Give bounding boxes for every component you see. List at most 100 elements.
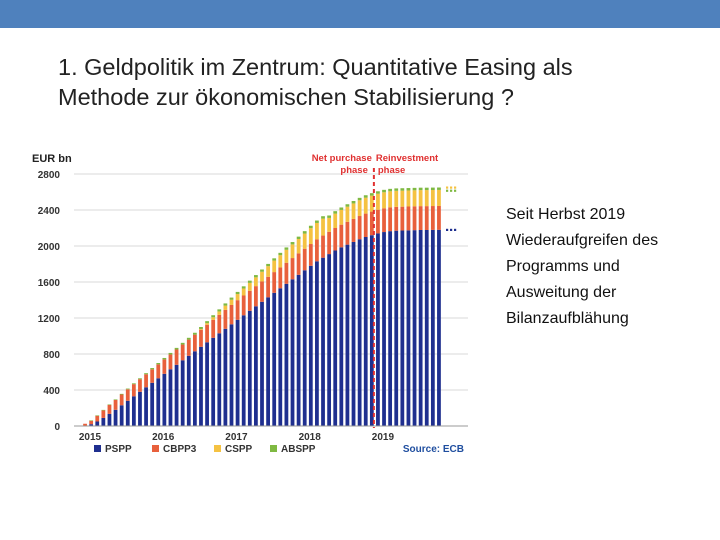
bar-segment-cbpp3 (260, 281, 264, 302)
bar-segment-cbpp3 (412, 206, 417, 231)
slide-title-line-2: Methode zur ökonomischen Stabilisierung … (58, 84, 514, 110)
bar-segment-abspp (168, 352, 173, 355)
bar-segment-abspp (333, 211, 338, 214)
bar-segment-cspp (430, 190, 435, 207)
bar-segment-pspp (382, 232, 386, 426)
side-text-block: Seit Herbst 2019 Wiederaufgreifen des Pr… (506, 202, 706, 332)
bar-segment-pspp (131, 396, 136, 426)
bar-segment-cspp (363, 197, 368, 214)
bar-segment-cbpp3 (101, 410, 106, 418)
legend-swatch-cbpp3 (152, 445, 159, 452)
bar-segment-pspp (376, 233, 380, 426)
bar-segment-pspp (369, 235, 374, 426)
bar-segment-pspp (186, 355, 191, 426)
bar-segment-pspp (351, 241, 356, 426)
bar-segment-abspp (363, 195, 368, 198)
slide-title-line-1: 1. Geldpolitik im Zentrum: Quantitative … (58, 54, 573, 80)
bar-segment-cbpp3 (272, 272, 277, 293)
legend-label-pspp: PSPP (105, 444, 132, 455)
x-tick-label: 2017 (225, 432, 248, 443)
bar-segment-pspp (168, 369, 173, 426)
bar-segment-cbpp3 (400, 206, 405, 231)
phase-label-reinvestment: Reinvestment (376, 153, 439, 164)
bar-segment-cspp (437, 189, 441, 206)
bar-segment-cbpp3 (369, 211, 374, 236)
bar-segment-cspp (327, 217, 332, 232)
bar-segment-cbpp3 (315, 239, 319, 262)
bar-segment-pspp (400, 230, 405, 426)
bar-segment-pspp (235, 319, 240, 426)
bar-segment-abspp (290, 242, 295, 245)
bar-segment-cspp (308, 228, 313, 245)
bar-segment-cbpp3 (376, 209, 380, 234)
bar-segment-abspp (394, 188, 399, 191)
bar-segment-pspp (418, 229, 423, 426)
bar-segment-pspp (205, 342, 209, 426)
bar-segment-cspp (278, 255, 283, 268)
bar-segment-pspp (266, 297, 270, 426)
bar-segment-pspp (247, 310, 252, 426)
bar-segment-abspp (174, 347, 179, 350)
bar-segment-pspp (315, 261, 319, 426)
top-accent-bar (0, 0, 720, 28)
bar-segment-cspp (406, 190, 411, 207)
bar-segment-cspp (369, 195, 374, 212)
bar-segment-cspp (388, 191, 393, 208)
y-tick-label: 800 (43, 350, 60, 361)
bar-segment-pspp (302, 270, 307, 426)
x-tick-label: 2015 (79, 432, 102, 443)
bar-segment-cbpp3 (254, 286, 258, 307)
bar-segment-pspp (156, 378, 161, 426)
bar-segment-cspp (205, 323, 209, 325)
bar-segment-cbpp3 (321, 235, 325, 258)
bar-segment-cbpp3 (217, 314, 222, 334)
bar-segment-pspp (180, 360, 185, 426)
side-text-line-1: Seit Herbst 2019 (506, 206, 626, 223)
bar-segment-pspp (339, 247, 344, 426)
bar-segment-pspp (95, 421, 100, 426)
bar-segment-cbpp3 (363, 213, 368, 237)
bar-segment-cspp (302, 233, 307, 249)
bar-segment-cbpp3 (156, 364, 161, 379)
bar-segment-abspp (211, 315, 216, 318)
y-tick-label: 2400 (38, 206, 61, 217)
bar-segment-abspp (138, 378, 142, 380)
bar-segment-cspp (199, 328, 203, 330)
continuation-dots-cspp (454, 186, 457, 189)
bar-segment-abspp (376, 191, 380, 194)
bar-segment-abspp (150, 368, 155, 370)
bar-segment-pspp (327, 254, 332, 426)
bar-segment-cbpp3 (266, 276, 270, 298)
bar-segment-cbpp3 (333, 228, 338, 251)
bar-segment-pspp (138, 391, 142, 426)
bar-segment-cbpp3 (83, 423, 87, 426)
bar-segment-cspp (266, 266, 270, 277)
bar-segment-cbpp3 (107, 404, 112, 414)
bar-segment-cspp (315, 222, 319, 240)
bar-segment-abspp (339, 207, 344, 210)
bar-segment-abspp (412, 187, 417, 191)
slide-title: 1. Geldpolitik im Zentrum: Quantitative … (58, 52, 698, 112)
bar-segment-cbpp3 (437, 205, 441, 230)
bar-segment-cspp (290, 244, 295, 259)
bar-segment-abspp (430, 187, 435, 191)
bar-segment-cbpp3 (113, 399, 118, 410)
bar-segment-cbpp3 (351, 218, 356, 242)
bar-segment-abspp (131, 383, 136, 385)
bar-segment-cspp (333, 213, 338, 228)
bar-segment-cbpp3 (388, 207, 393, 232)
legend-swatch-abspp (270, 445, 277, 452)
bar-segment-pspp (406, 230, 411, 426)
bar-segment-cspp (382, 192, 386, 209)
bar-segment-abspp (95, 415, 100, 416)
bar-segment-cbpp3 (406, 206, 411, 231)
bar-segment-cbpp3 (95, 415, 100, 422)
bar-segment-pspp (437, 229, 441, 426)
bar-segment-cspp (260, 271, 264, 282)
bar-segment-cbpp3 (247, 290, 252, 311)
bar-segment-cbpp3 (205, 324, 209, 343)
bar-segment-cspp (351, 203, 356, 219)
bar-segment-cspp (284, 249, 289, 263)
bar-segment-pspp (394, 230, 399, 426)
bar-segment-cbpp3 (144, 374, 148, 388)
